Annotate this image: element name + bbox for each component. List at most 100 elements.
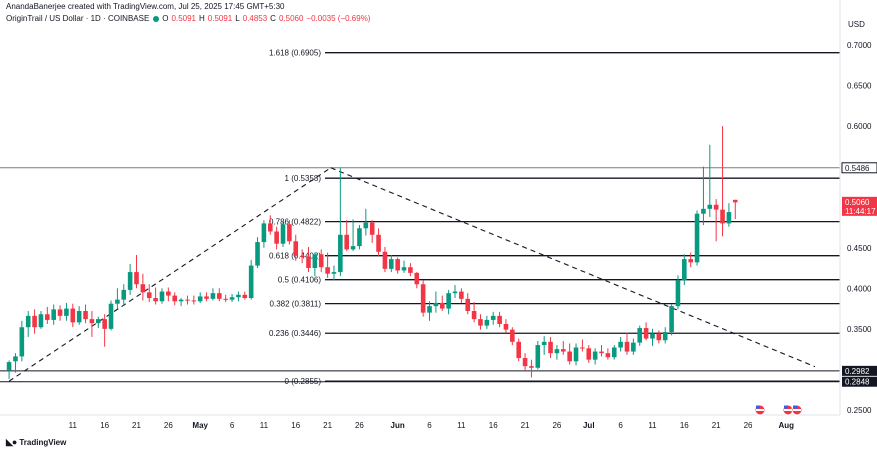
candle-body [395, 259, 400, 270]
time-tick-label: 11 [648, 421, 657, 430]
tradingview-logo-icon: ◣● [6, 437, 16, 448]
candle-body [300, 256, 305, 257]
chart-credit: AnandaBanerjee created with TradingView.… [6, 2, 284, 11]
time-tick-label: 26 [164, 421, 173, 430]
candle-body [631, 343, 636, 352]
candle-body [338, 235, 343, 272]
price-tick-label: 0.4000 [847, 284, 872, 293]
candle-body [45, 314, 50, 320]
candle-body [650, 334, 655, 339]
candle-body [102, 319, 107, 329]
time-tick-label: 11 [457, 421, 466, 430]
candle-body [459, 292, 464, 299]
candle-body [504, 324, 509, 330]
time-tick-label: 26 [355, 421, 364, 430]
candle-body [574, 348, 579, 362]
price-badge-countdown: 11:44:17 [845, 207, 876, 216]
candle-body [370, 223, 375, 235]
currency-label: USD [848, 20, 865, 29]
candle-body [332, 272, 337, 274]
time-tick-label: 21 [521, 421, 530, 430]
candle-body [625, 342, 630, 352]
candle-body [637, 328, 642, 343]
candle-body [51, 309, 56, 320]
candle-body [262, 223, 267, 242]
candle-body [249, 266, 254, 298]
candle-body [618, 342, 623, 348]
candle-body [236, 295, 241, 297]
symbol-name[interactable]: OriginTrail / US Dollar · 1D · COINBASE [6, 14, 149, 23]
candle-body [39, 314, 44, 327]
candle-body [204, 296, 209, 298]
ohlc-close-value: 0.5060 [279, 14, 303, 23]
candle-body [510, 330, 515, 342]
price-axis[interactable]: 0.70000.65000.60000.55000.45000.40000.35… [840, 0, 877, 415]
candle-body [389, 259, 394, 269]
us-event-flag-stripe [793, 409, 801, 411]
candle-body [96, 319, 101, 323]
fib-level-label: 0.5 (0.4106) [278, 276, 321, 285]
ohlc-high-label: H [199, 14, 205, 23]
time-tick-label: 26 [552, 421, 561, 430]
price-badge-label: 0.2848 [845, 378, 870, 387]
candle-body [166, 292, 171, 296]
candles-layer [7, 126, 738, 379]
candle-body [727, 212, 732, 223]
candle-body [230, 297, 235, 299]
candle-body [682, 259, 687, 280]
candle-body [26, 316, 31, 327]
time-axis[interactable]: 11 16 21 26 May 6 11 16 21 26 Jun 6 11 16 21 26 Jul 6 11 16… [0, 415, 840, 430]
candle-body [306, 257, 311, 268]
time-tick-label: Jun [391, 421, 405, 430]
candle-body [536, 345, 541, 368]
candle-body [695, 214, 700, 263]
candle-body [364, 223, 369, 229]
candle-body [453, 292, 458, 294]
time-tick-label: 21 [132, 421, 141, 430]
price-tick-label: 0.3500 [847, 325, 872, 334]
price-tick-label: 0.4500 [847, 244, 872, 253]
candle-body [128, 272, 133, 290]
candle-body [701, 209, 706, 214]
candle-body [421, 284, 426, 312]
candle-body [32, 316, 37, 327]
symbol-header[interactable]: OriginTrail / US Dollar · 1D · COINBASE O… [6, 14, 373, 23]
candle-body [561, 349, 566, 351]
time-tick-label: 11 [69, 421, 78, 430]
fib-level-label: 1 (0.5358) [285, 174, 322, 183]
candle-body [115, 300, 120, 304]
candle-body [217, 293, 222, 299]
tradingview-logo-text: TradingView [19, 438, 66, 447]
fib-level-label: 0.382 (0.3811) [270, 300, 322, 309]
candle-body [141, 284, 146, 292]
candle-body [344, 235, 349, 250]
us-event-flag-canton [784, 406, 788, 409]
time-tick-label: 21 [712, 421, 721, 430]
candle-body [198, 296, 203, 301]
time-tick-label: 6 [618, 421, 623, 430]
candle-body [657, 334, 662, 340]
ohlc-high-value: 0.5091 [208, 14, 232, 23]
candle-body [287, 224, 292, 241]
tradingview-logo[interactable]: ◣● TradingView [6, 437, 66, 448]
fib-level-label: 0.786 (0.4822) [269, 218, 321, 227]
fib-levels-layer: 1.618 (0.6905) 1 (0.5358) 0.786 (0.4822) 0.… [0, 49, 840, 386]
candle-body [440, 303, 445, 309]
price-badge-label: 0.5060 [845, 198, 870, 207]
candle-body [77, 311, 82, 322]
candle-body [13, 356, 18, 361]
candle-body [71, 309, 76, 323]
fib-level-label: 0 (0.2855) [285, 377, 322, 386]
candle-body [434, 303, 439, 306]
candle-body [714, 205, 719, 210]
candle-body [160, 292, 165, 302]
candle-body [319, 254, 324, 267]
ohlc-low-label: L [235, 14, 239, 23]
price-tick-label: 0.2500 [847, 406, 872, 415]
candle-body [580, 348, 585, 349]
time-tick-label: Jul [583, 421, 595, 430]
candle-body [720, 210, 725, 224]
price-badge-label: 0.5486 [845, 164, 870, 173]
time-tick-label: 6 [230, 421, 235, 430]
